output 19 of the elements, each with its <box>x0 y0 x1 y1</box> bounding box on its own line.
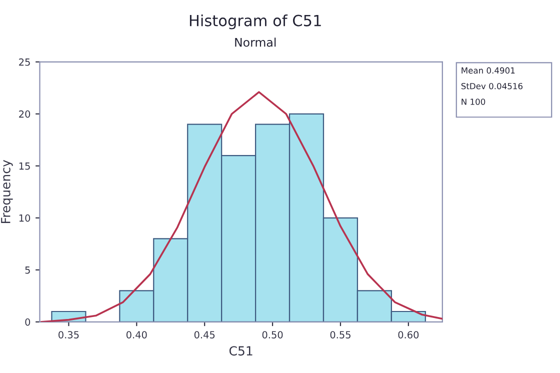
y-axis-title: Frequency <box>1 160 13 223</box>
x-tick-label: 0.45 <box>194 331 215 338</box>
x-tick-label: 0.60 <box>398 331 419 338</box>
y-tick-label: 5 <box>25 266 30 274</box>
x-tick-label: 0.50 <box>262 331 283 338</box>
y-tick-label: 25 <box>19 58 30 66</box>
x-tick-label: 0.35 <box>58 331 79 338</box>
y-tick-label: 20 <box>19 110 30 118</box>
chart-title: Histogram of C51 <box>190 14 321 30</box>
x-tick-label: 0.40 <box>126 331 147 338</box>
text: StDev 0.04516 <box>461 82 522 90</box>
chart-subtitle: Normal <box>235 38 276 47</box>
y-tick-label: 15 <box>19 162 30 170</box>
text: N 100 <box>462 98 486 105</box>
x-axis-title: C51 <box>229 346 252 356</box>
text: Mean 0.4901 <box>462 67 515 74</box>
y-tick-label: 0 <box>25 318 30 326</box>
y-tick-label: 10 <box>19 214 30 222</box>
x-tick-label: 0.55 <box>330 331 350 338</box>
